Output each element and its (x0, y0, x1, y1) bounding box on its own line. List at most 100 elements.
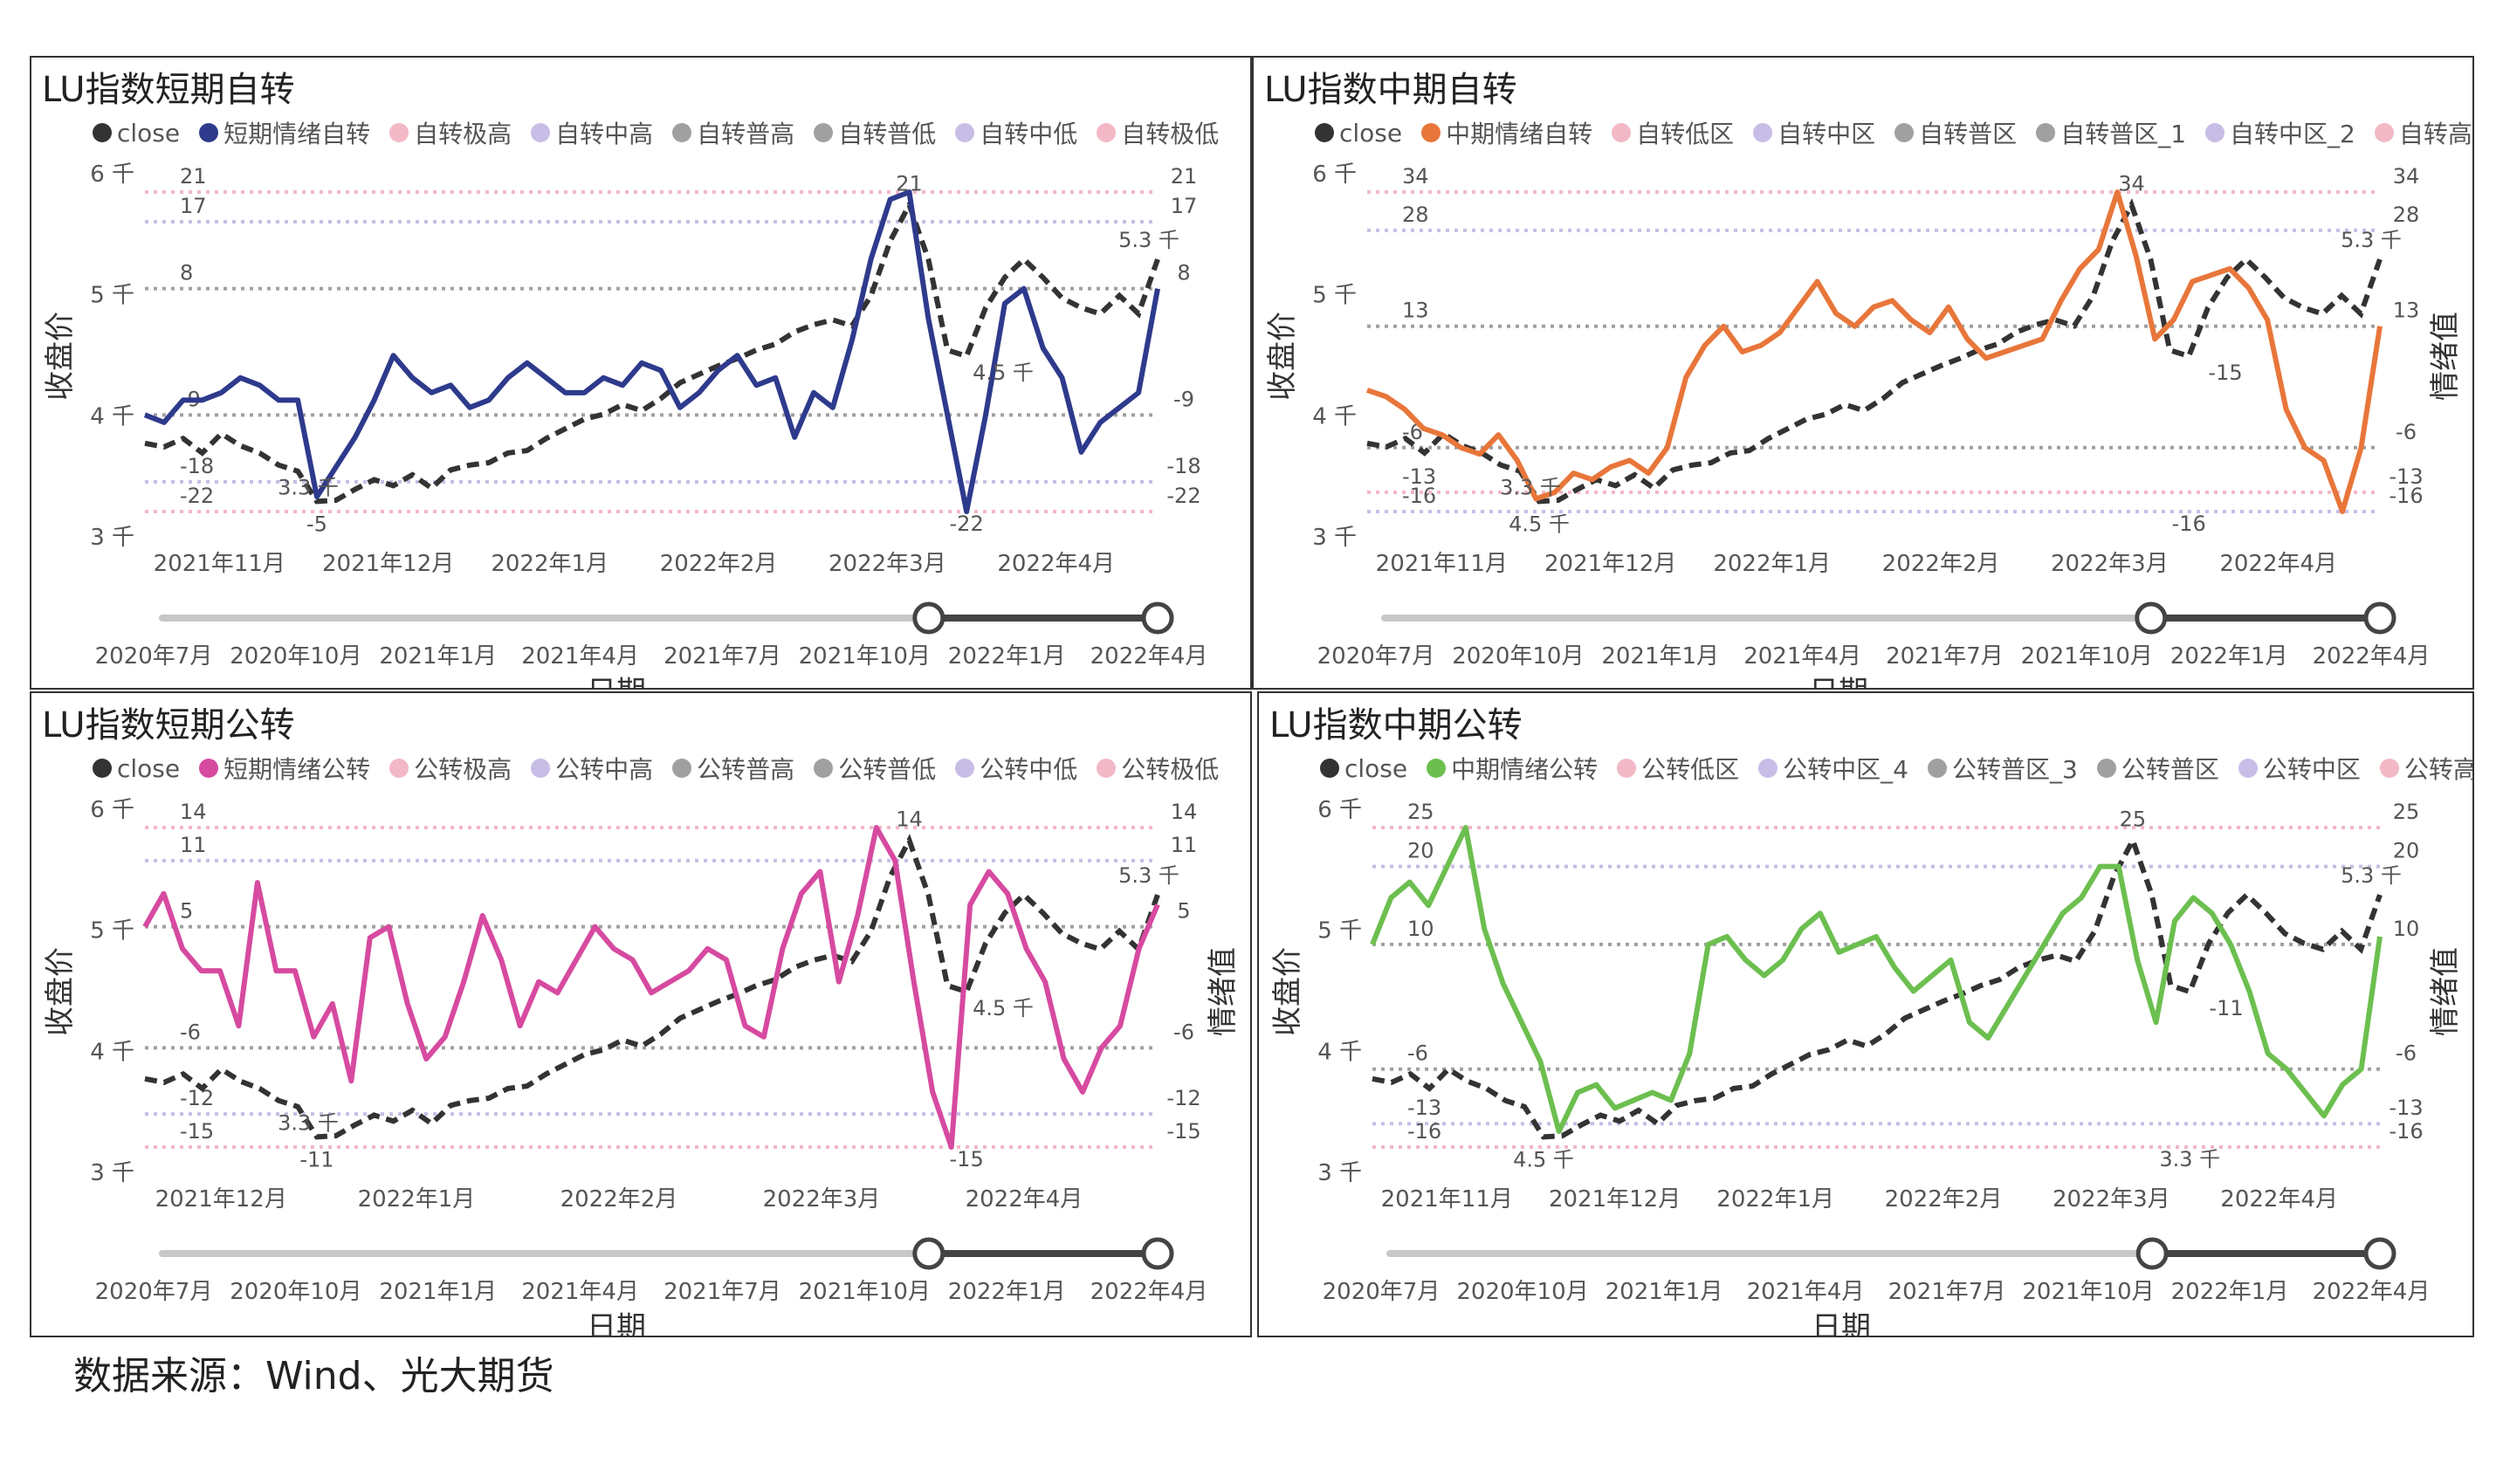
reference-label-right: 14 (1171, 800, 1198, 824)
legend-item[interactable]: 公转普区_3 (1927, 751, 2078, 786)
legend-label: 中期情绪公转 (1451, 755, 1599, 784)
slider-tick-label: 2022年4月 (2313, 643, 2431, 670)
legend-item[interactable]: 公转极低 (1097, 751, 1219, 786)
legend-marker-icon (1612, 123, 1632, 142)
legend-item[interactable]: 自转中区_2 (2205, 115, 2355, 150)
y-tick-label: 5 千 (90, 283, 134, 309)
legend-marker-icon (1894, 123, 1915, 142)
legend-item[interactable]: 自转极高 (389, 115, 512, 150)
legend-item[interactable]: 中期情绪自转 (1421, 115, 1592, 150)
x-tick-label: 2021年12月 (322, 551, 454, 577)
y-tick-label: 3 千 (90, 1160, 134, 1186)
reference-label-left: 34 (1402, 164, 1429, 189)
legend-item[interactable]: 公转极高 (389, 751, 512, 786)
legend-item[interactable]: 公转低区 (1617, 751, 1739, 786)
slider-tick-label: 2020年7月 (95, 643, 213, 670)
reference-label-left: 11 (180, 833, 207, 857)
slider-tick-label: 2021年7月 (1886, 643, 2004, 670)
x-tick-label: 2022年3月 (829, 551, 946, 577)
x-tick-label: 2021年12月 (1544, 551, 1676, 577)
reference-label-right: -16 (2389, 1119, 2423, 1144)
data-annotation: 4.5 千 (973, 996, 1034, 1020)
legend-label: 短期情绪自转 (223, 120, 371, 148)
slider-tick-label: 2021年10月 (799, 643, 931, 670)
legend-label: 公转低区 (1641, 755, 1740, 784)
legend-item[interactable]: 公转普低 (814, 751, 936, 786)
legend-item[interactable]: 自转中低 (955, 115, 1077, 150)
legend-item[interactable]: 自转普低 (814, 115, 936, 150)
legend-item[interactable]: 短期情绪公转 (199, 751, 370, 786)
chart-title: LU指数短期自转 (42, 70, 295, 110)
legend-item[interactable]: 短期情绪自转 (199, 115, 370, 150)
sentiment-series-line (1366, 189, 2383, 514)
x-axis-title: 日期 (587, 1310, 646, 1337)
legend-marker-icon (1320, 759, 1339, 778)
legend-item[interactable]: 公转中低 (955, 751, 1077, 786)
legend-item[interactable]: 自转普区 (1894, 115, 2017, 150)
reference-label-right: 11 (1171, 833, 1198, 857)
y-tick-label: 5 千 (1312, 283, 1357, 309)
legend-label: 自转中区_2 (2230, 120, 2355, 148)
legend-item[interactable]: 公转普高 (672, 751, 794, 786)
slider-tick-label: 2020年7月 (1323, 1279, 1441, 1305)
legend-item[interactable]: 公转中高 (531, 751, 653, 786)
chart-svg: 6 千 5 千 4 千 3 千 收盘价 情绪值 25 25 20 20 10 10 -6 -6 -13 -13… (1270, 797, 2463, 1336)
x-tick-label: 2022年1月 (358, 1186, 476, 1213)
legend-label: close (1344, 753, 1408, 783)
data-annotation: -16 (2172, 512, 2206, 536)
legend-item[interactable]: 自转中区 (1753, 115, 1875, 150)
chart-title: LU指数中期自转 (1264, 70, 1517, 110)
legend-item[interactable]: close (93, 754, 180, 783)
legend-item[interactable]: 自转普区_1 (2036, 115, 2186, 150)
data-annotation: 4.5 千 (973, 361, 1034, 385)
legend-item[interactable]: 中期情绪公转 (1427, 751, 1598, 786)
reference-label-left: -18 (180, 454, 214, 478)
range-slider-start-handle[interactable] (912, 601, 946, 635)
legend-item[interactable]: 自转低区 (1612, 115, 1734, 150)
reference-label-right: -18 (1166, 454, 1200, 478)
legend-label: 短期情绪公转 (223, 755, 371, 784)
legend-label: 自转普低 (838, 120, 937, 148)
legend-item[interactable]: close (1315, 119, 1402, 148)
y-axis-title: 收盘价 (1270, 947, 1305, 1036)
x-tick-label: 2022年4月 (997, 551, 1115, 577)
legend-label: 公转极低 (1121, 755, 1220, 784)
legend-label: 自转中高 (555, 120, 654, 148)
range-slider-end-handle[interactable] (2363, 1237, 2396, 1270)
range-slider-start-handle[interactable] (2135, 1237, 2169, 1270)
legend-item[interactable]: 公转中区 (2238, 751, 2361, 786)
x-tick-label: 2022年3月 (763, 1186, 881, 1213)
slider-tick-label: 2020年10月 (230, 643, 361, 670)
chart-legend: close 中期情绪公转 公转低区 公转中区_4 公转普区_3 公转普区 公转中区 公转高区 (1320, 751, 2472, 786)
x-tick-label: 2022年4月 (2219, 551, 2337, 577)
legend-label: 中期情绪自转 (1446, 120, 1593, 148)
legend-marker-icon (1927, 759, 1947, 778)
legend-marker-icon (2205, 123, 2225, 142)
legend-item[interactable]: 自转普高 (672, 115, 794, 150)
legend-item[interactable]: 自转高区 (2374, 115, 2472, 150)
range-slider-start-handle[interactable] (2135, 601, 2168, 635)
range-slider-end-handle[interactable] (1141, 1237, 1174, 1270)
reference-label-right: 28 (2393, 203, 2420, 227)
legend-item[interactable]: close (93, 119, 180, 148)
legend-marker-icon (672, 123, 692, 142)
chart-legend: close 短期情绪公转 公转极高 公转中高 公转普高 公转普低 公转中低 公转极低 (93, 751, 1219, 786)
range-slider-end-handle[interactable] (2363, 601, 2396, 635)
legend-label: 自转高区 (2398, 120, 2472, 148)
y-tick-label: 4 千 (90, 1039, 134, 1065)
legend-item[interactable]: 公转高区 (2379, 751, 2472, 786)
legend-item[interactable]: close (1320, 754, 1407, 783)
legend-label: close (117, 753, 181, 783)
range-slider-end-handle[interactable] (1141, 601, 1174, 635)
legend-item[interactable]: 自转中高 (531, 115, 653, 150)
legend-marker-icon (2374, 123, 2394, 142)
reference-label-left: 25 (1407, 800, 1434, 824)
reference-label-left: -22 (180, 484, 214, 508)
legend-item[interactable]: 公转中区_4 (1758, 751, 1908, 786)
close-series-line (1372, 834, 2383, 1140)
data-annotation: -22 (950, 512, 984, 536)
range-slider-start-handle[interactable] (912, 1237, 946, 1270)
legend-item[interactable]: 公转普区 (2096, 751, 2219, 786)
x-tick-label: 2022年2月 (1885, 1186, 2003, 1213)
legend-item[interactable]: 自转极低 (1097, 115, 1219, 150)
